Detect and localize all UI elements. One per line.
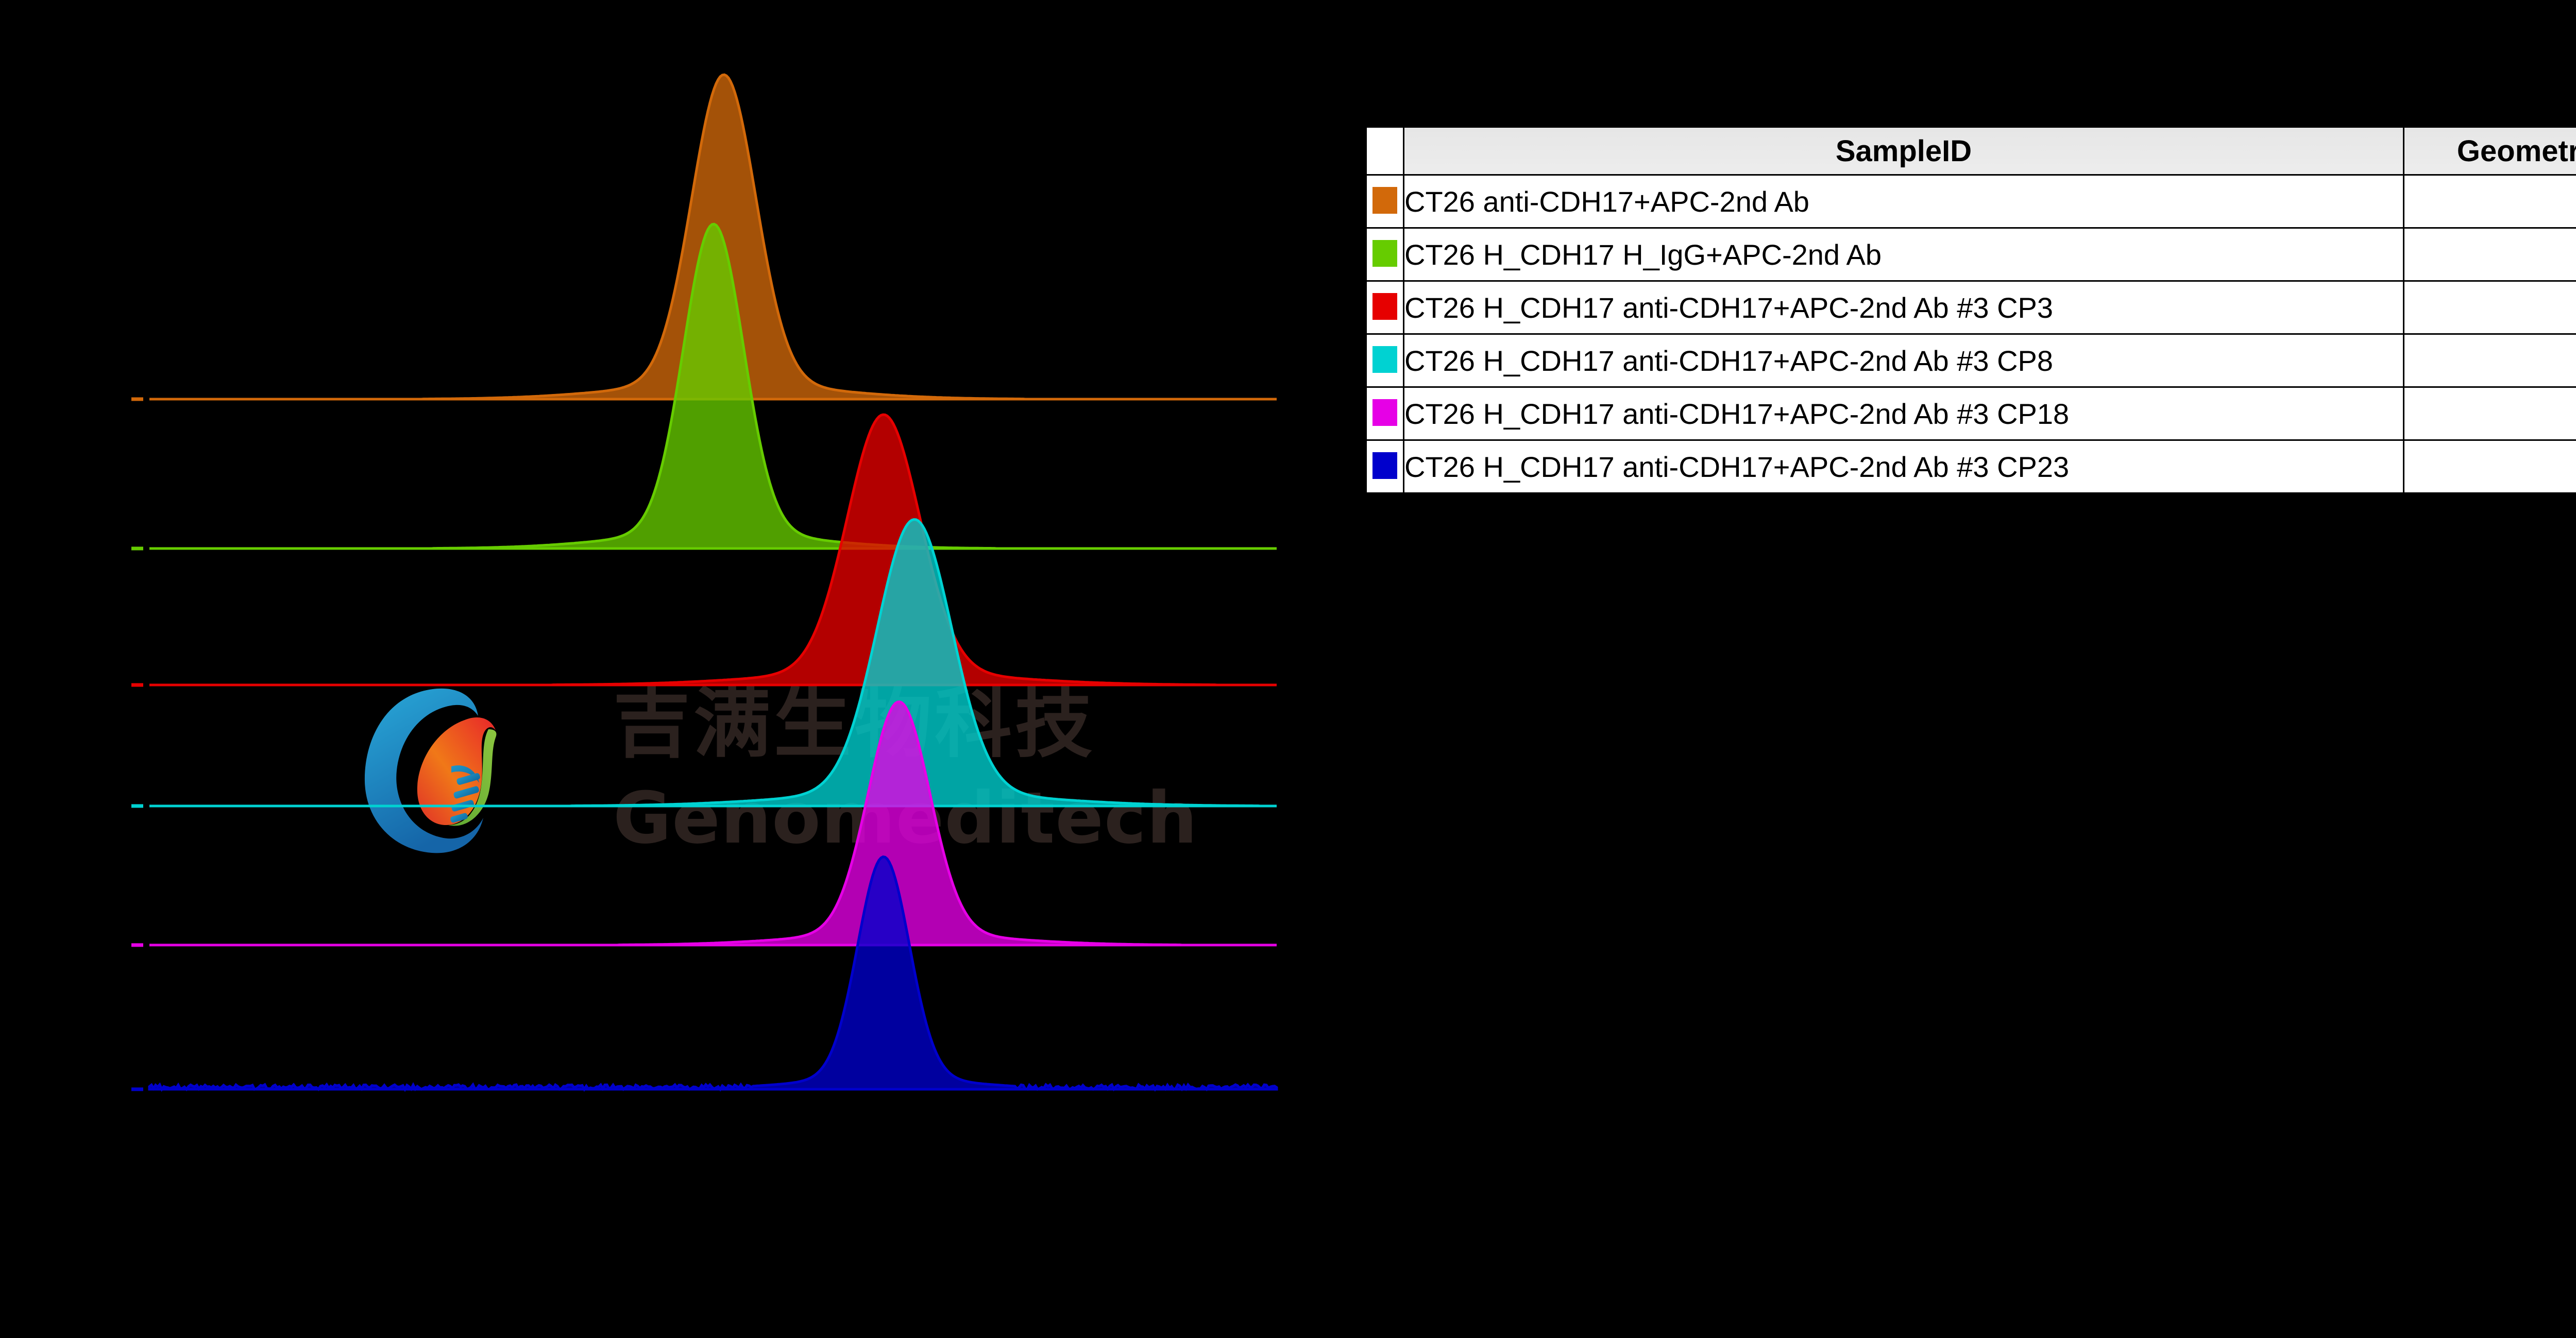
table-row[interactable]: CT26 H_CDH17 anti-CDH17+APC-2nd Ab #3 CP…	[1365, 280, 2576, 335]
cell-geometric-mean: 1830	[2403, 227, 2576, 282]
table-header-row: SampleID Geometric Mean : FL11-H	[1365, 126, 2576, 176]
cell-geometric-mean: 62430	[2403, 280, 2576, 335]
table-row[interactable]: CT26 H_CDH17 H_IgG+APC-2nd Ab1830	[1365, 227, 2576, 282]
histogram-trace	[149, 222, 1277, 550]
histogram-traces	[131, 73, 1278, 1092]
color-swatch	[1372, 399, 1397, 426]
histogram-trace	[149, 518, 1277, 808]
row-color-swatch-cell	[1365, 333, 1404, 388]
cell-geometric-mean: 2325	[2403, 174, 2576, 229]
header-sampleid: SampleID	[1403, 126, 2404, 176]
statistics-table: SampleID Geometric Mean : FL11-H CT26 an…	[1365, 126, 2576, 494]
cell-sample-id: CT26 H_CDH17 anti-CDH17+APC-2nd Ab #3 CP…	[1403, 386, 2404, 441]
cell-geometric-mean: 41077	[2403, 439, 2576, 494]
color-swatch	[1372, 186, 1397, 214]
cell-sample-id: CT26 H_CDH17 anti-CDH17+APC-2nd Ab #3 CP…	[1403, 439, 2404, 494]
cell-sample-id: CT26 H_CDH17 anti-CDH17+APC-2nd Ab #3 CP…	[1403, 333, 2404, 388]
histogram-trace	[148, 855, 1278, 1092]
cell-geometric-mean: 84944	[2403, 386, 2576, 441]
header-color-column	[1365, 126, 1404, 176]
table-row[interactable]: CT26 H_CDH17 anti-CDH17+APC-2nd Ab #3 CP…	[1365, 439, 2576, 494]
table-row[interactable]: CT26 anti-CDH17+APC-2nd Ab2325	[1365, 174, 2576, 229]
color-swatch	[1372, 293, 1397, 320]
row-color-swatch-cell	[1365, 386, 1404, 441]
cell-sample-id: CT26 H_CDH17 H_IgG+APC-2nd Ab	[1403, 227, 2404, 282]
row-color-swatch-cell	[1365, 280, 1404, 335]
table-row[interactable]: CT26 H_CDH17 anti-CDH17+APC-2nd Ab #3 CP…	[1365, 333, 2576, 388]
histogram-plot-panel: 吉满生物科技 Genomeditech	[131, 73, 1278, 1092]
row-color-swatch-cell	[1365, 227, 1404, 282]
header-geometric-mean: Geometric Mean : FL11-H	[2403, 126, 2576, 176]
color-swatch	[1372, 452, 1397, 479]
row-color-swatch-cell	[1365, 439, 1404, 494]
color-swatch	[1372, 346, 1397, 373]
cell-sample-id: CT26 anti-CDH17+APC-2nd Ab	[1403, 174, 2404, 229]
color-swatch	[1372, 239, 1397, 267]
histogram-trace	[149, 700, 1277, 947]
cell-sample-id: CT26 H_CDH17 anti-CDH17+APC-2nd Ab #3 CP…	[1403, 280, 2404, 335]
row-color-swatch-cell	[1365, 174, 1404, 229]
cell-geometric-mean: 100589	[2403, 333, 2576, 388]
table-row[interactable]: CT26 H_CDH17 anti-CDH17+APC-2nd Ab #3 CP…	[1365, 386, 2576, 441]
